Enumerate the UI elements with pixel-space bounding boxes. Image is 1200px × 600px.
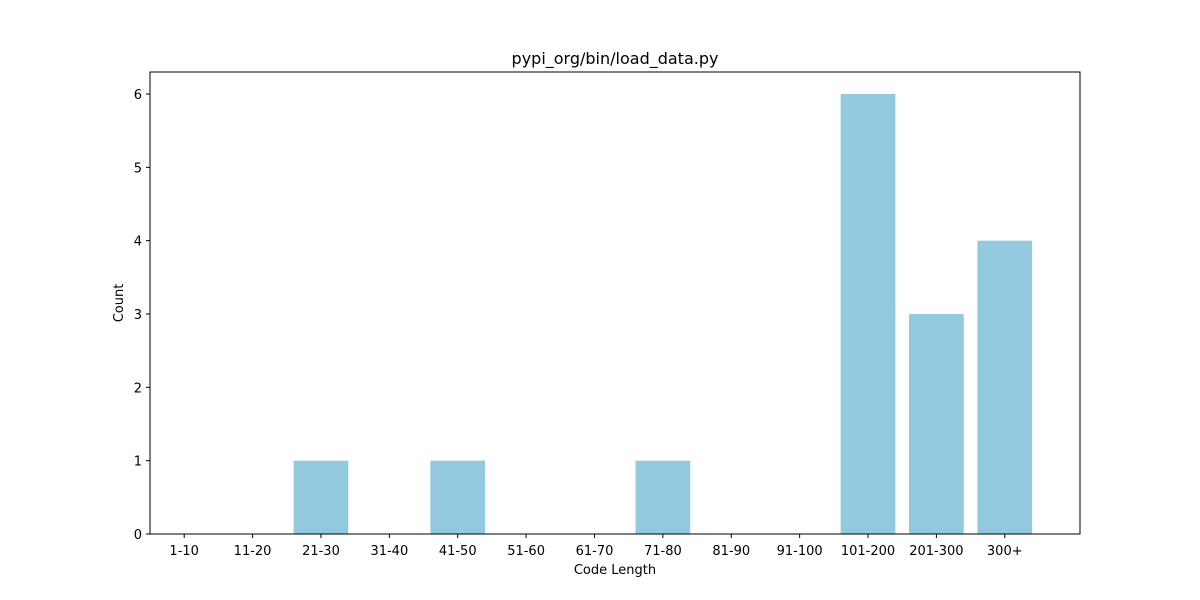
y-tick-label: 0 xyxy=(134,528,142,543)
bar-21-30 xyxy=(293,460,349,534)
x-tick-label: 81-90 xyxy=(712,544,750,559)
y-tick-label: 6 xyxy=(134,88,142,103)
y-tick-label: 2 xyxy=(134,381,142,396)
x-axis: 1-10 11-20 21-30 31-40 41-50 51-60 61-70 71-80 8… xyxy=(169,534,1023,559)
x-tick-label: 11-20 xyxy=(234,544,272,559)
x-tick-label: 31-40 xyxy=(370,544,408,559)
plot-frame xyxy=(149,71,1081,535)
x-tick-label: 61-70 xyxy=(576,544,614,559)
x-tick-label: 51-60 xyxy=(507,544,545,559)
y-axis: 0 1 2 3 4 5 6 xyxy=(134,88,150,543)
bar-41-50 xyxy=(430,460,486,534)
bar-71-80 xyxy=(635,460,691,534)
x-tick-label: 91-100 xyxy=(777,544,823,559)
y-tick-label: 1 xyxy=(134,455,142,470)
bar-300+ xyxy=(977,240,1033,535)
x-tick-label: 21-30 xyxy=(302,544,340,559)
y-axis-label: Count xyxy=(112,284,127,323)
x-tick-label: 41-50 xyxy=(439,544,477,559)
x-tick-label: 101-200 xyxy=(841,544,895,559)
x-tick-label: 1-10 xyxy=(169,544,199,559)
y-tick-label: 4 xyxy=(134,235,142,250)
x-tick-label: 71-80 xyxy=(644,544,682,559)
x-tick-label: 201-300 xyxy=(909,544,963,559)
bars-group xyxy=(293,94,1033,535)
x-tick-label: 300+ xyxy=(987,544,1023,559)
bar-101-200 xyxy=(840,94,896,534)
x-axis-label: Code Length xyxy=(574,563,656,578)
y-tick-label: 5 xyxy=(134,161,142,176)
bar-201-300 xyxy=(909,314,964,534)
y-tick-label: 3 xyxy=(134,308,142,323)
chart-title: pypi_org/bin/load_data.py xyxy=(512,49,719,69)
